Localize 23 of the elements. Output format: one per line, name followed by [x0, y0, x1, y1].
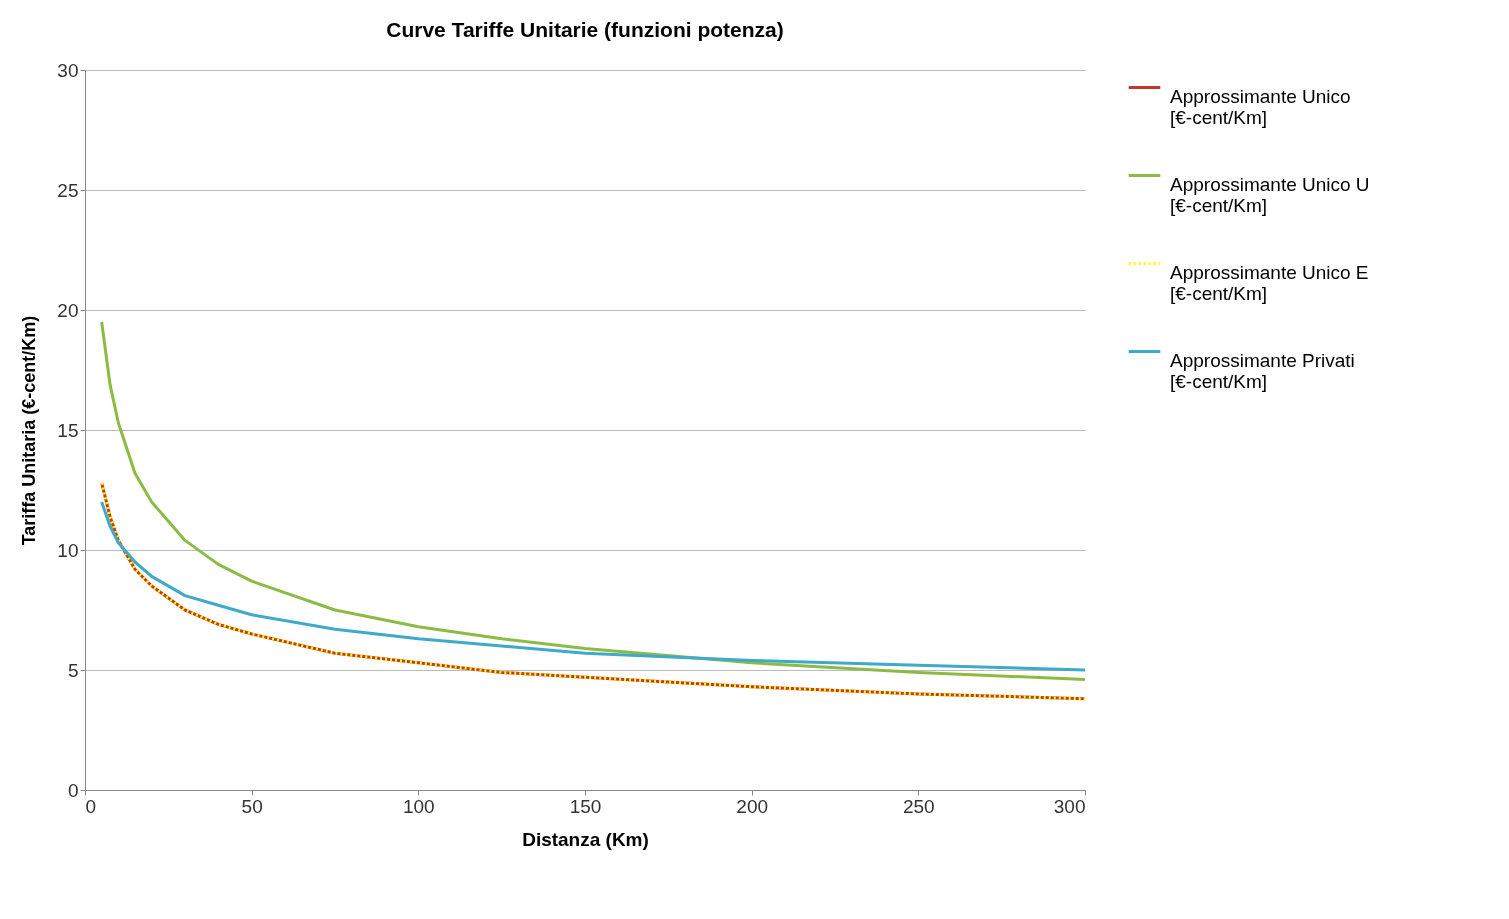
y-axis-title: Tariffa Unitaria (€-cent/Km)	[19, 315, 40, 546]
x-tick-label: 0	[85, 795, 97, 817]
x-tick-label: 300	[1053, 795, 1086, 817]
line-series	[100, 500, 1087, 672]
x-tick-label: 50	[241, 795, 263, 817]
x-tick-label: 250	[902, 795, 935, 817]
legend-label: Approssimante Unico E [€-cent/Km]	[1170, 261, 1369, 304]
x-axis-title: Distanza (Km)	[522, 828, 649, 850]
x-tick-label: 150	[569, 795, 602, 817]
x-tick-label: 200	[736, 795, 769, 817]
y-tick-label: 20	[57, 299, 79, 321]
chart-title: Curve Tariffe Unitarie (funzioni potenza)	[386, 18, 784, 41]
legend-label: Approssimante Unico U [€-cent/Km]	[1170, 173, 1370, 216]
y-tick-label: 15	[57, 419, 79, 441]
y-tick-label: 10	[57, 539, 79, 561]
y-tick-label: 25	[57, 179, 79, 201]
y-tick-label: 0	[67, 779, 79, 801]
legend-label: Approssimante Privati [€-cent/Km]	[1170, 349, 1355, 392]
legend-label: Approssimante Unico [€-cent/Km]	[1170, 85, 1351, 128]
y-tick-label: 5	[67, 659, 79, 681]
line-series	[100, 320, 1087, 682]
x-tick-label: 100	[402, 795, 435, 817]
y-tick-label: 30	[57, 59, 79, 81]
